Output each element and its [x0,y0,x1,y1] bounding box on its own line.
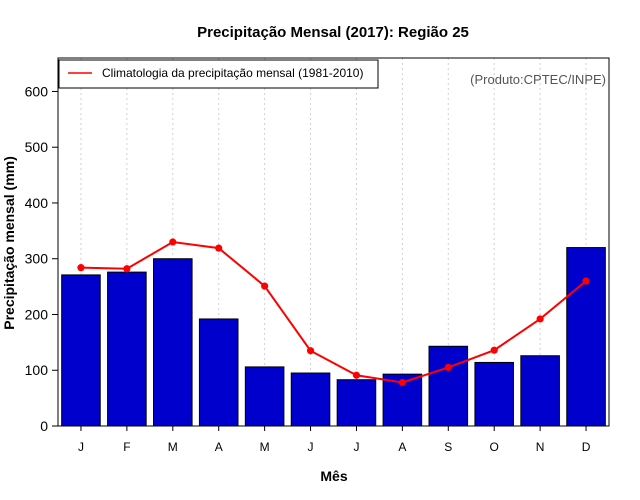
y-tick-label: 600 [25,83,49,99]
y-tick-label: 400 [25,195,49,211]
source-credit: (Produto:CPTEC/INPE) [470,72,606,87]
bars [61,247,606,427]
y-tick-label: 500 [25,139,49,155]
climatology-point [398,378,406,387]
x-tick-label: S [444,440,452,454]
legend: Climatologia da precipitação mensal (198… [58,59,379,89]
y-tick-label: 200 [25,306,49,322]
bar [244,366,285,427]
x-tick-label: A [398,440,406,454]
x-axis-label: Mês [320,468,347,484]
x-tick-label: D [582,440,591,454]
bar [153,258,193,427]
x-tick-label: J [353,440,359,454]
climatology-point [169,238,177,246]
bar [474,361,514,427]
bar [566,247,606,427]
x-tick-label: M [260,440,270,454]
x-tick-label: M [168,440,178,454]
x-tick-label: N [536,440,545,454]
x-tick-label: O [490,440,499,454]
climatology-point [352,371,361,379]
climatology-point [261,282,269,290]
bar [428,345,469,427]
bar [290,372,331,427]
bar [61,274,101,427]
climatology-point [306,347,315,355]
climatology-point [77,264,85,272]
bar [336,379,377,427]
y-tick-label: 0 [40,418,48,434]
climatology-point [490,346,498,354]
legend-box [58,59,379,89]
climatology-point [536,315,544,323]
x-tick-label: F [123,440,130,454]
climatology-line [80,240,587,384]
bar [198,318,239,427]
x-tick-label: A [215,440,223,454]
bar [520,355,560,427]
climatology-point [582,277,590,285]
bar [107,271,147,427]
y-axis-label: Precipitação mensal (mm) [1,156,17,330]
y-tick-label: 100 [25,362,49,378]
climatology-point [215,244,223,252]
y-tick-label: 300 [25,251,49,267]
x-tick-label: J [78,440,84,454]
climatology-line-layer [77,238,590,387]
x-tick-label: J [308,440,314,454]
climatology-point [123,265,131,273]
y-axis: 0 100 200 300 400 500 600 [25,83,58,434]
climatology-point [444,363,452,372]
legend-label: Climatologia da precipitação mensal (198… [102,66,363,80]
chart-title: Precipitação Mensal (2017): Região 25 [197,24,469,41]
plot-frame [57,57,610,427]
